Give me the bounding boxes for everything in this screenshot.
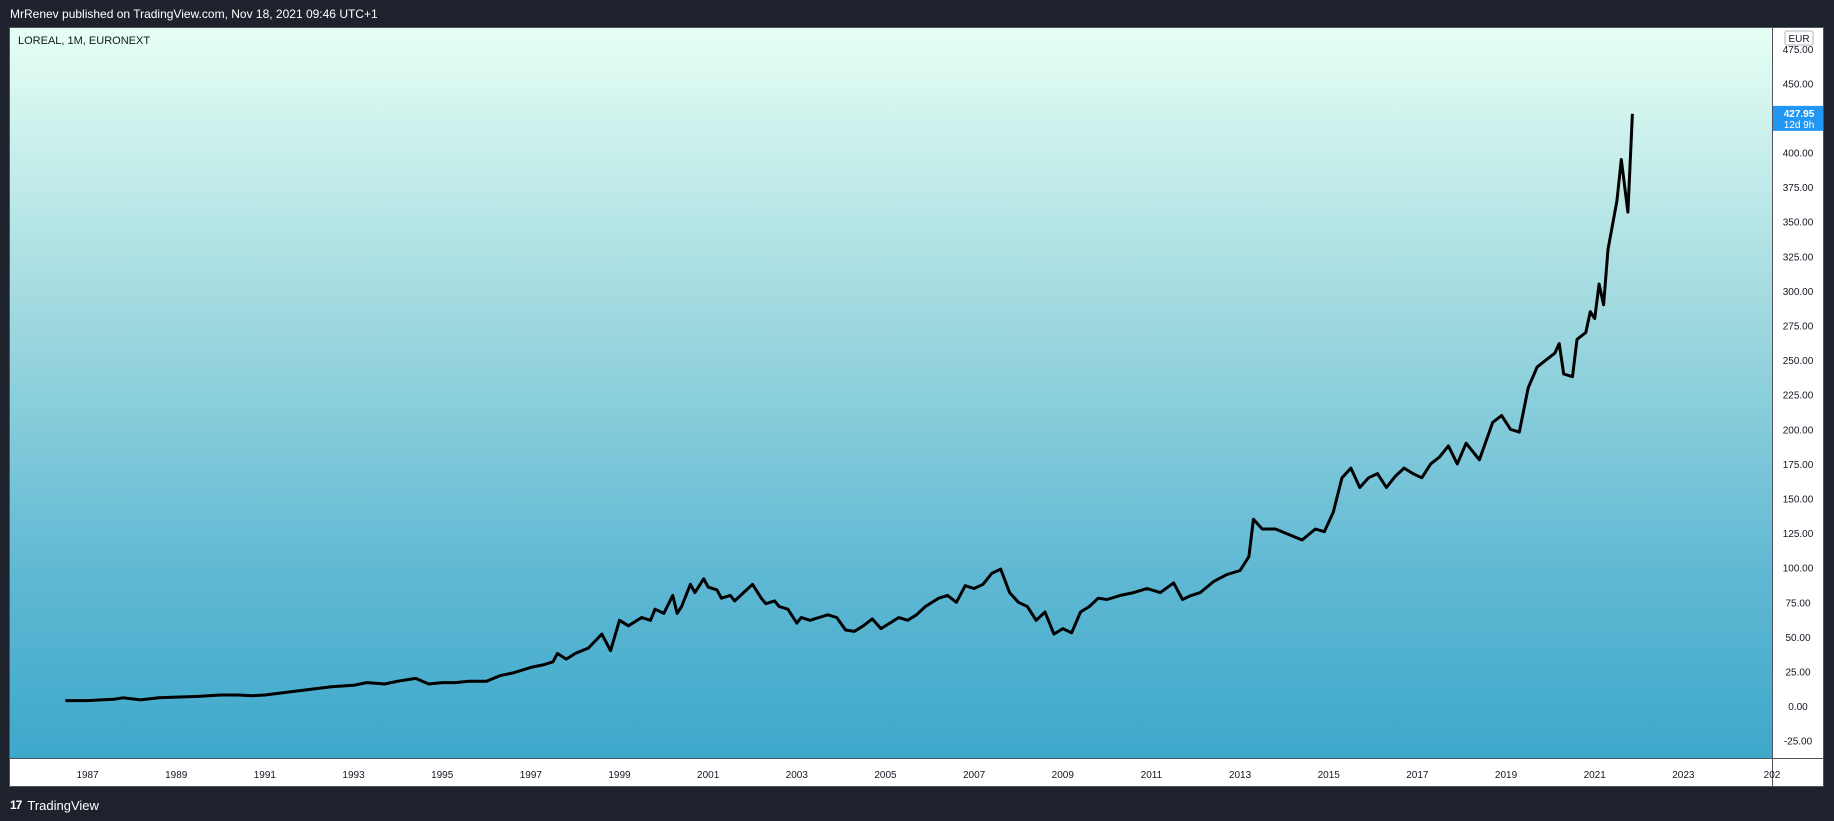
y-tick-label: 375.00	[1783, 183, 1814, 194]
last-price-label: 427.95	[1784, 109, 1815, 120]
x-tick-label: 1997	[520, 770, 543, 781]
y-tick-label: 250.00	[1783, 356, 1814, 367]
currency-label: EUR	[1788, 34, 1809, 45]
currency-badge	[1784, 30, 1814, 46]
x-tick-label: 1999	[608, 770, 631, 781]
y-tick-label: 475.00	[1783, 45, 1814, 56]
price-axis[interactable]	[1772, 28, 1823, 758]
x-tick-label: 1993	[342, 770, 365, 781]
footer-brand: TradingView	[27, 797, 99, 813]
x-tick-label: 2015	[1318, 770, 1341, 781]
y-tick-label: 50.00	[1785, 633, 1810, 644]
y-tick-label: 100.00	[1783, 564, 1814, 575]
chart-frame: LOREAL, 1M, EURONEXT 475.00 450.00 400.00 3…	[9, 27, 1824, 787]
y-tick-label: 400.00	[1783, 149, 1814, 160]
chart-plot-area[interactable]: LOREAL, 1M, EURONEXT	[10, 28, 1772, 758]
x-tick-label: 2001	[697, 770, 720, 781]
x-tick-label: 1987	[76, 770, 99, 781]
x-tick-label: 2009	[1052, 770, 1075, 781]
y-tick-label: 125.00	[1783, 529, 1814, 540]
chart-svg: 475.00 450.00 400.00 375.00 350.00 325.00 300.…	[65, 30, 1823, 781]
y-tick-label: 300.00	[1783, 287, 1814, 298]
y-tick-label: 350.00	[1783, 218, 1814, 229]
y-tick-label: 275.00	[1783, 322, 1814, 333]
y-tick-label: 450.00	[1783, 79, 1814, 90]
x-tick-label: 2021	[1584, 770, 1607, 781]
x-tick-label: 2011	[1141, 770, 1163, 781]
x-tick-label: 2017	[1406, 770, 1429, 781]
x-tick-label: 1989	[165, 770, 188, 781]
y-tick-label: 150.00	[1783, 495, 1814, 506]
x-tick-label: 1991	[254, 770, 277, 781]
y-tick-label: 325.00	[1783, 252, 1814, 263]
x-tick-label: 202	[1764, 770, 1781, 781]
y-tick-label: 175.00	[1783, 460, 1814, 471]
y-tick-label: 75.00	[1785, 598, 1810, 609]
publish-header: MrRenev published on TradingView.com, No…	[10, 7, 378, 21]
x-tick-label: 2005	[874, 770, 897, 781]
last-price-badge	[1773, 105, 1823, 131]
price-series-line	[65, 113, 1634, 703]
countdown-label: 12d 9h	[1784, 120, 1815, 131]
y-tick-label: 25.00	[1785, 668, 1810, 679]
y-tick-label: 0.00	[1788, 702, 1808, 713]
y-tick-label: -25.00	[1784, 737, 1813, 748]
y-tick-label: 200.00	[1783, 425, 1814, 436]
x-tick-label: 2013	[1229, 770, 1252, 781]
footer: 17 TradingView	[10, 795, 99, 815]
x-tick-label: 1995	[431, 770, 454, 781]
x-tick-label: 2007	[963, 770, 986, 781]
tradingview-logo-icon: 17	[10, 798, 22, 812]
x-tick-label: 2003	[786, 770, 809, 781]
y-tick-label: 225.00	[1783, 391, 1814, 402]
time-axis[interactable]	[10, 758, 1772, 786]
x-tick-label: 2023	[1672, 770, 1695, 781]
x-tick-label: 2019	[1495, 770, 1518, 781]
axis-corner	[1772, 758, 1823, 786]
symbol-label: LOREAL, 1M, EURONEXT	[18, 35, 151, 47]
